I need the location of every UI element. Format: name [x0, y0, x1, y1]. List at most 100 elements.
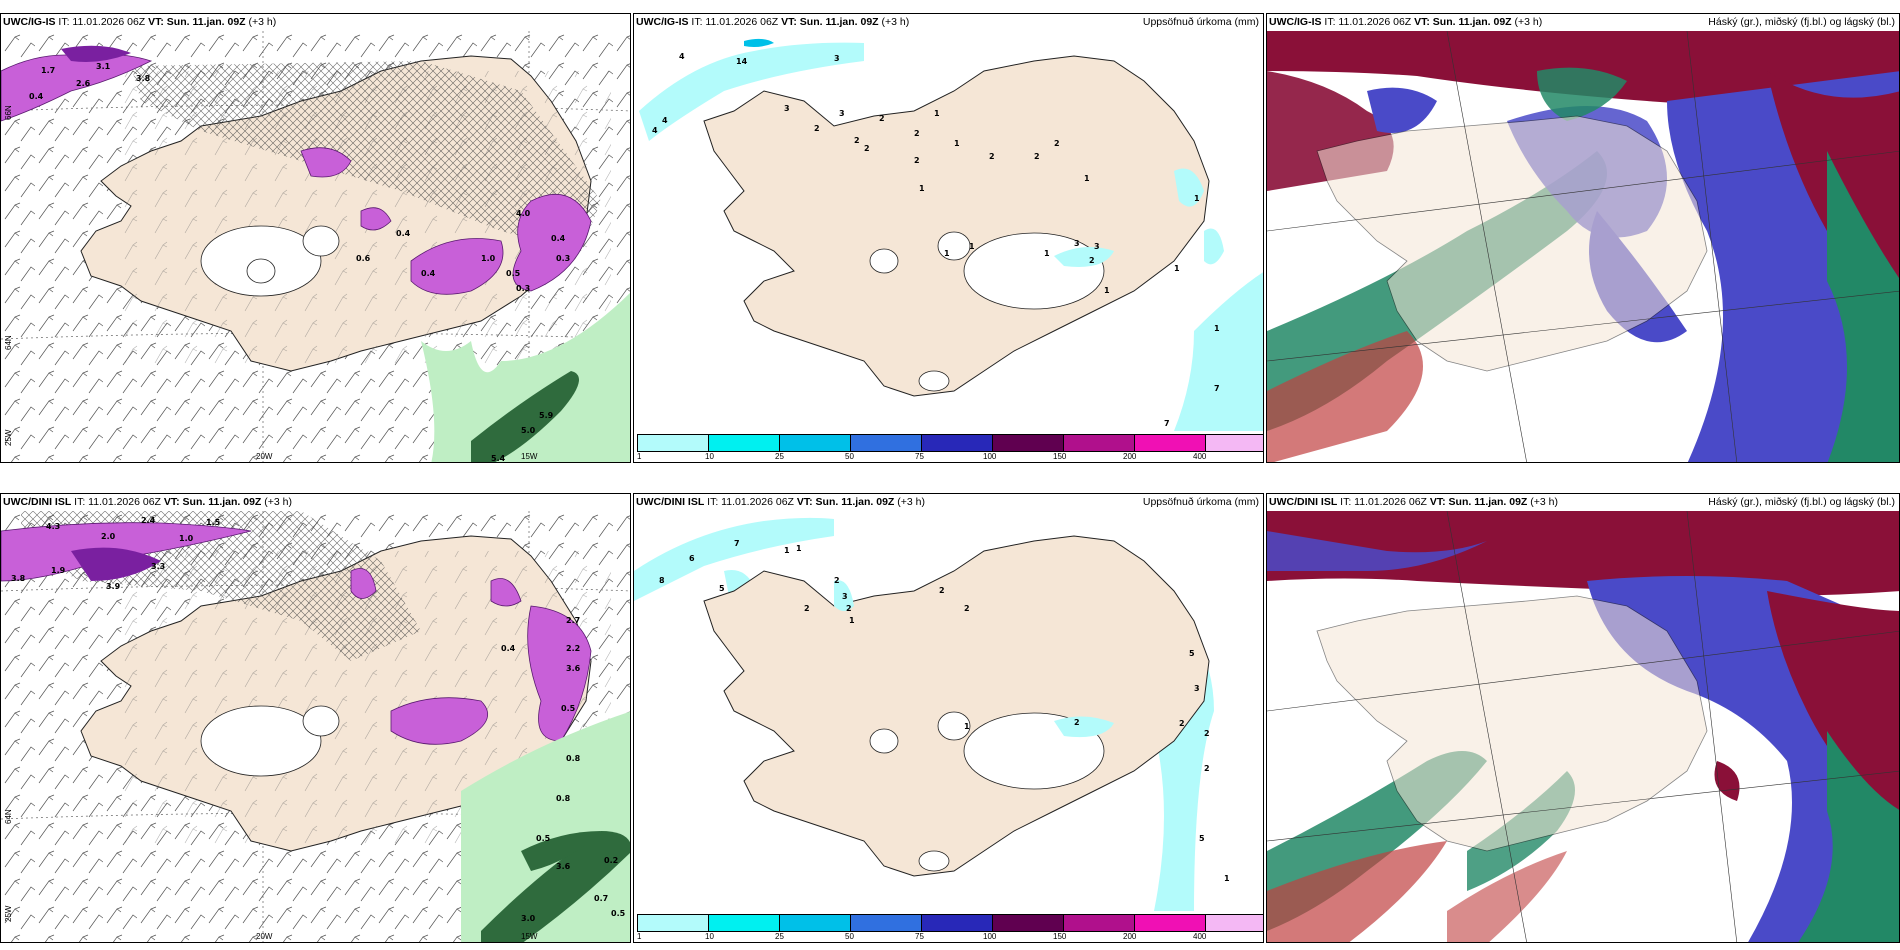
svg-text:3.8: 3.8	[11, 574, 26, 583]
svg-text:8: 8	[659, 576, 665, 585]
cbar-label: 200	[1123, 932, 1137, 941]
svg-text:0.5: 0.5	[611, 909, 626, 918]
svg-text:3.8: 3.8	[136, 74, 151, 83]
svg-text:14: 14	[736, 57, 748, 66]
svg-text:2: 2	[964, 604, 970, 613]
cbar-swatch-150	[1064, 435, 1135, 451]
cbar-swatch-50	[851, 915, 922, 931]
init-time: IT: 11.01.2026 06Z	[1340, 496, 1427, 508]
svg-text:2: 2	[804, 604, 810, 613]
init-time: IT: 11.01.2026 06Z	[74, 496, 161, 508]
svg-text:3.6: 3.6	[566, 664, 581, 673]
lon-label-25w: 25W	[4, 429, 13, 446]
valid-time: VT: Sun. 11.jan. 09Z	[148, 16, 246, 28]
panel-title: Háský (gr.), miðský (fj.bl.) og lágský (…	[1708, 496, 1895, 508]
svg-text:0.5: 0.5	[561, 704, 576, 713]
cbar-label: 75	[915, 932, 924, 941]
svg-text:1: 1	[919, 184, 925, 193]
cbar-label: 50	[845, 452, 854, 461]
cbar-label: 400	[1193, 452, 1207, 461]
svg-text:1.9: 1.9	[51, 566, 66, 575]
svg-text:0.5: 0.5	[506, 269, 521, 278]
svg-text:3: 3	[784, 104, 790, 113]
svg-text:4: 4	[679, 52, 685, 61]
cbar-label: 150	[1053, 932, 1067, 941]
model-name: UWC/IG-IS	[3, 16, 56, 28]
iceland-land	[703, 535, 1210, 877]
svg-text:1: 1	[1174, 264, 1180, 273]
cbar-label: 10	[705, 452, 714, 461]
svg-text:2: 2	[1034, 152, 1040, 161]
svg-text:4: 4	[662, 116, 668, 125]
cbar-swatch-200	[1135, 435, 1206, 451]
svg-text:2: 2	[1204, 764, 1210, 773]
valid-time: VT: Sun. 11.jan. 09Z	[796, 496, 895, 508]
panel-title: Uppsöfnuð úrkoma (mm)	[1142, 16, 1259, 28]
valid-time: VT: Sun. 11.jan. 09Z	[781, 16, 879, 28]
svg-text:3: 3	[1094, 242, 1100, 251]
svg-text:2: 2	[914, 129, 920, 138]
svg-text:3.6: 3.6	[556, 862, 571, 871]
panel-title: Uppsöfnuð úrkoma (mm)	[1142, 496, 1259, 508]
svg-text:1: 1	[964, 722, 970, 731]
svg-text:5.9: 5.9	[539, 411, 554, 420]
svg-text:2: 2	[814, 124, 820, 133]
lon-label-15w: 15W	[521, 932, 538, 941]
precip-colorbar	[637, 914, 1263, 932]
lat-label-66n: 66N	[4, 105, 13, 120]
svg-text:5: 5	[719, 584, 725, 593]
svg-text:0.3: 0.3	[516, 284, 530, 293]
panel-header: UWC/IG-IS IT: 11.01.2026 06Z VT: Sun. 11…	[636, 16, 1259, 30]
model-name: UWC/DINI ISL	[636, 496, 705, 508]
panel-wind-precip-igis: UWC/IG-IS IT: 11.01.2026 06Z VT: Sun. 11…	[0, 13, 631, 463]
cbar-swatch-1	[638, 915, 709, 931]
lat-label-64n: 64N	[4, 809, 13, 824]
svg-text:0.2: 0.2	[604, 856, 618, 865]
lead-time: (+3 h)	[881, 16, 910, 28]
svg-text:3: 3	[839, 109, 845, 118]
cbar-swatch-75	[922, 435, 993, 451]
svg-text:3: 3	[1074, 239, 1080, 248]
cbar-label: 75	[915, 452, 924, 461]
svg-text:2: 2	[1054, 139, 1060, 148]
svg-text:0.8: 0.8	[556, 794, 571, 803]
lon-label-20w: 20W	[256, 452, 273, 461]
svg-text:7: 7	[1214, 384, 1220, 393]
panel-clouds-igis: UWC/IG-IS IT: 11.01.2026 06Z VT: Sun. 11…	[1266, 13, 1900, 463]
cloud-cover-map	[1267, 511, 1899, 942]
lead-time: (+3 h)	[248, 16, 277, 28]
svg-text:0.4: 0.4	[421, 269, 436, 278]
cbar-swatch-75	[922, 915, 993, 931]
svg-text:3: 3	[1194, 684, 1200, 693]
wind-precip-map: 1.7 3.1 3.8 2.6 0.4 4.0 0.4 0.4 0.3 0.6 …	[1, 31, 630, 462]
lead-time: (+3 h)	[264, 496, 292, 508]
lon-label-15w: 15W	[521, 452, 538, 461]
svg-text:1: 1	[1214, 324, 1220, 333]
svg-text:1.7: 1.7	[41, 66, 55, 75]
valid-time: VT: Sun. 11.jan. 09Z	[1414, 16, 1512, 28]
svg-text:0.3: 0.3	[556, 254, 570, 263]
panel-accum-precip-dini: UWC/DINI ISL IT: 11.01.2026 06Z VT: Sun.…	[633, 493, 1264, 943]
cbar-swatch-100	[993, 435, 1064, 451]
cbar-swatch-100	[993, 915, 1064, 931]
svg-text:1: 1	[796, 544, 802, 553]
svg-text:1: 1	[1224, 874, 1230, 883]
model-name: UWC/DINI ISL	[3, 496, 72, 508]
iceland-land	[703, 55, 1210, 397]
svg-text:1: 1	[954, 139, 960, 148]
svg-text:2: 2	[864, 144, 870, 153]
svg-text:1: 1	[849, 616, 855, 625]
cloud-cover-map	[1267, 31, 1899, 462]
lat-label-64n: 64N	[4, 335, 13, 350]
svg-text:3: 3	[842, 592, 848, 601]
valid-time: VT: Sun. 11.jan. 09Z	[1429, 496, 1528, 508]
svg-text:2: 2	[854, 136, 860, 145]
model-name: UWC/IG-IS	[1269, 16, 1322, 28]
accum-precip-map: 4 14 3 4 4 3 2 3 2 2 2 1 1 2 2 2 1 2 2 1…	[634, 31, 1263, 431]
svg-text:0.4: 0.4	[551, 234, 566, 243]
lon-label-25w: 25W	[4, 905, 13, 922]
svg-text:0.8: 0.8	[566, 754, 581, 763]
svg-text:2: 2	[846, 604, 852, 613]
cbar-swatch-400	[1206, 435, 1263, 451]
cbar-swatch-10	[709, 915, 780, 931]
